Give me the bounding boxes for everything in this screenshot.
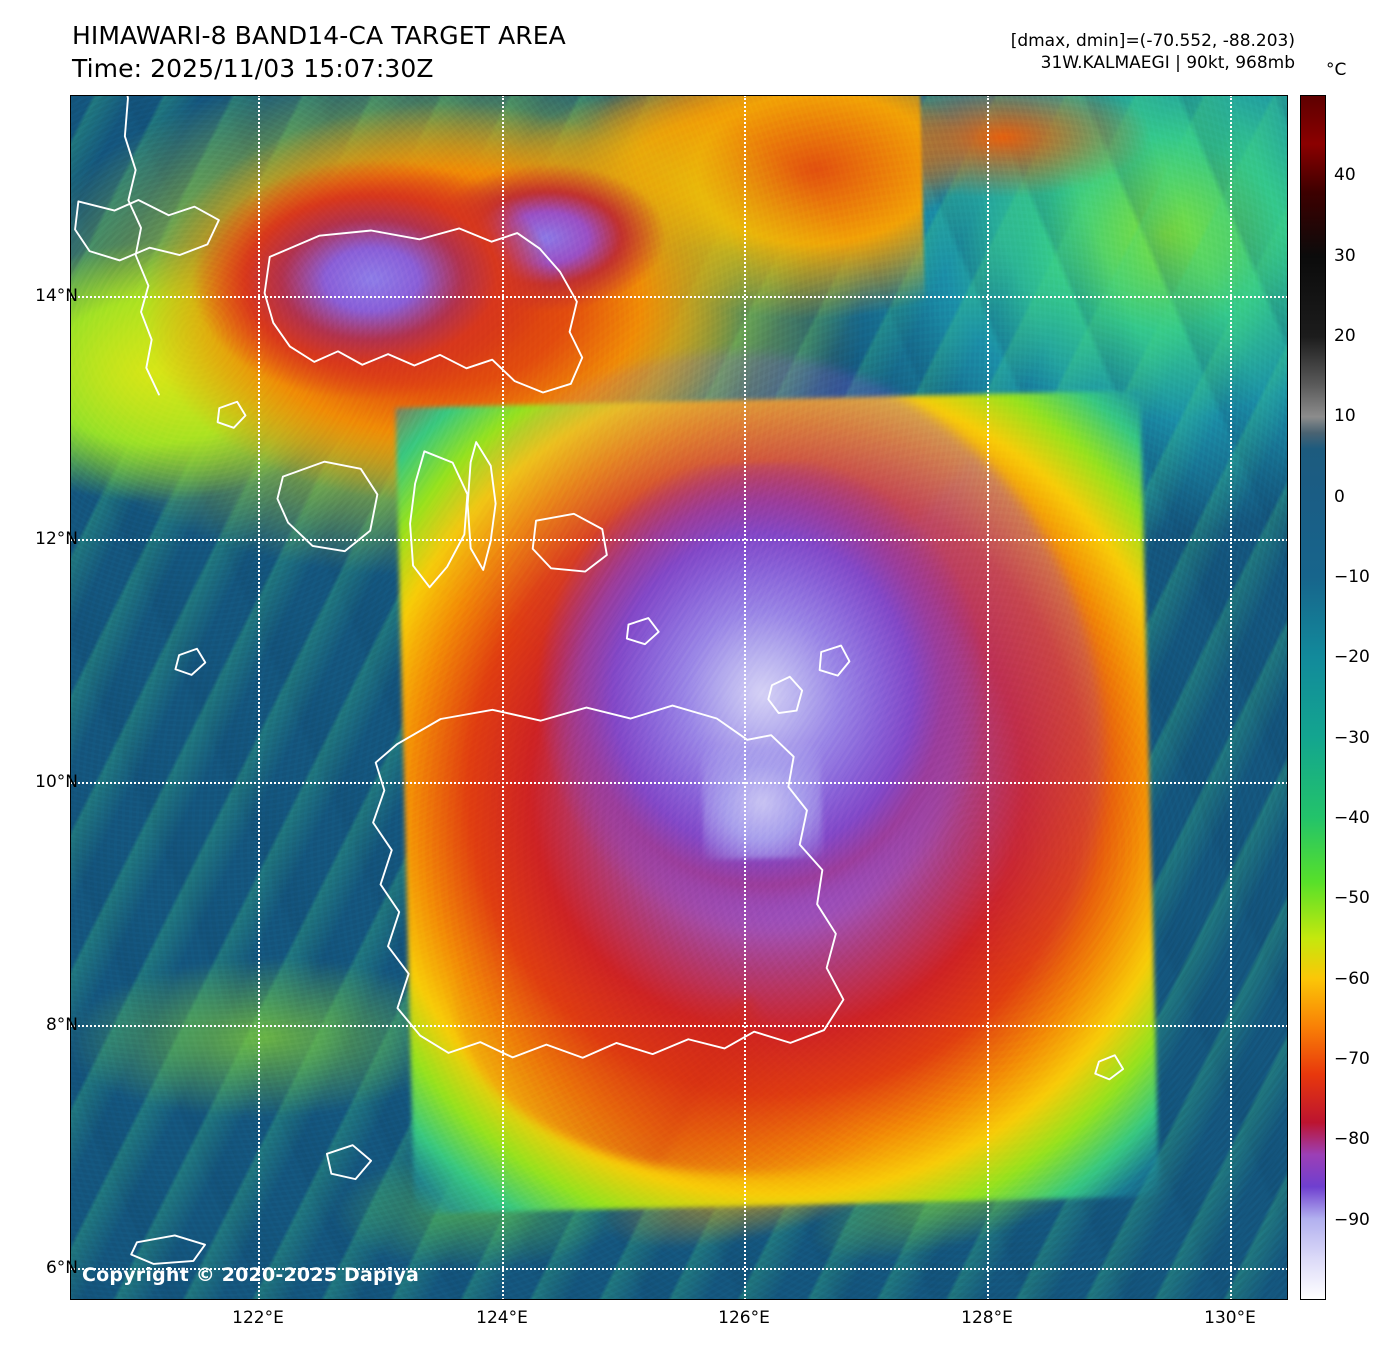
coastline-overlay [70, 95, 1288, 1300]
colorbar-gradient [1301, 96, 1325, 1299]
colorbar-tick-neg90: −90 [1334, 1209, 1370, 1230]
colorbar-tick-neg80: −80 [1334, 1129, 1370, 1150]
colorbar-tick-neg30: −30 [1334, 727, 1370, 748]
timestamp-label: Time: 2025/11/03 15:07:30Z [72, 53, 434, 83]
y-axis-tick-14n: 14°N [35, 286, 78, 306]
y-axis-tick-8n: 8°N [45, 1015, 78, 1035]
colorbar-unit-label: °C [1326, 60, 1347, 80]
colorbar-tick-neg40: −40 [1334, 808, 1370, 828]
colorbar-tick-10: 10 [1334, 406, 1356, 427]
x-axis-tick-130e: 130°E [1204, 1308, 1256, 1328]
y-axis-tick-10n: 10°N [35, 772, 78, 792]
colorbar-tick-0: 0 [1334, 486, 1345, 507]
colorbar-tick-30: 30 [1334, 245, 1356, 266]
colorbar-tick-neg10: −10 [1334, 567, 1370, 587]
colorbar-tick-neg20: −20 [1334, 647, 1370, 668]
colorbar-tick-neg70: −70 [1334, 1049, 1370, 1069]
colorbar-tick-neg60: −60 [1334, 968, 1370, 989]
colorbar-tick-neg50: −50 [1334, 888, 1370, 909]
colorbar-tick-40: 40 [1334, 165, 1356, 186]
y-axis-tick-6n: 6°N [45, 1258, 78, 1278]
satellite-swath [70, 95, 1288, 1300]
temperature-colorbar[interactable] [1300, 95, 1326, 1300]
x-axis-tick-128e: 128°E [961, 1308, 1013, 1328]
storm-info-label: 31W.KALMAEGI | 90kt, 968mb [1040, 53, 1295, 74]
colorbar-tick-20: 20 [1334, 326, 1356, 346]
plot-frame [70, 95, 1288, 1300]
figure-title-block: HIMAWARI-8 BAND14-CA TARGET AREA Time: 2… [72, 20, 566, 85]
copyright-label: Copyright © 2020-2025 Dapiya [82, 1264, 420, 1286]
dmax-dmin-label: [dmax, dmin]=(-70.552, -88.203) [1010, 31, 1295, 51]
y-axis-tick-12n: 12°N [35, 529, 78, 549]
x-axis-tick-122e: 122°E [232, 1308, 284, 1328]
page-title: HIMAWARI-8 BAND14-CA TARGET AREA [72, 21, 566, 50]
x-axis-tick-124e: 124°E [476, 1308, 528, 1328]
ir-satellite-plot[interactable]: Copyright © 2020-2025 Dapiya [70, 95, 1288, 1300]
x-axis-tick-126e: 126°E [718, 1308, 770, 1328]
metadata-block: [dmax, dmin]=(-70.552, -88.203) 31W.KALM… [1011, 30, 1295, 74]
